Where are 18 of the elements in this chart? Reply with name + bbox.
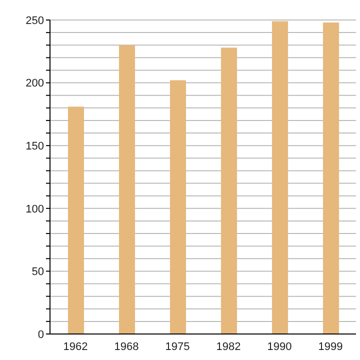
x-tick-label: 1999	[318, 340, 343, 353]
y-tick-label: 0	[38, 328, 44, 341]
bar	[68, 106, 84, 334]
y-tick-label: 200	[26, 78, 44, 90]
bar	[272, 21, 288, 334]
x-tick-label: 1962	[63, 340, 88, 353]
y-tick-label: 100	[26, 203, 44, 216]
x-tick-label: 1990	[267, 340, 292, 353]
x-tick-label: 1982	[216, 340, 241, 353]
x-tick-label: 1968	[114, 340, 139, 353]
bar	[119, 45, 135, 334]
bar	[170, 80, 186, 334]
x-tick-label: 1975	[165, 340, 190, 353]
bar	[221, 48, 237, 334]
y-tick-label: 250	[26, 14, 44, 27]
y-tick-label: 50	[32, 266, 44, 278]
y-tick-label: 150	[26, 140, 44, 153]
bar	[323, 22, 339, 334]
